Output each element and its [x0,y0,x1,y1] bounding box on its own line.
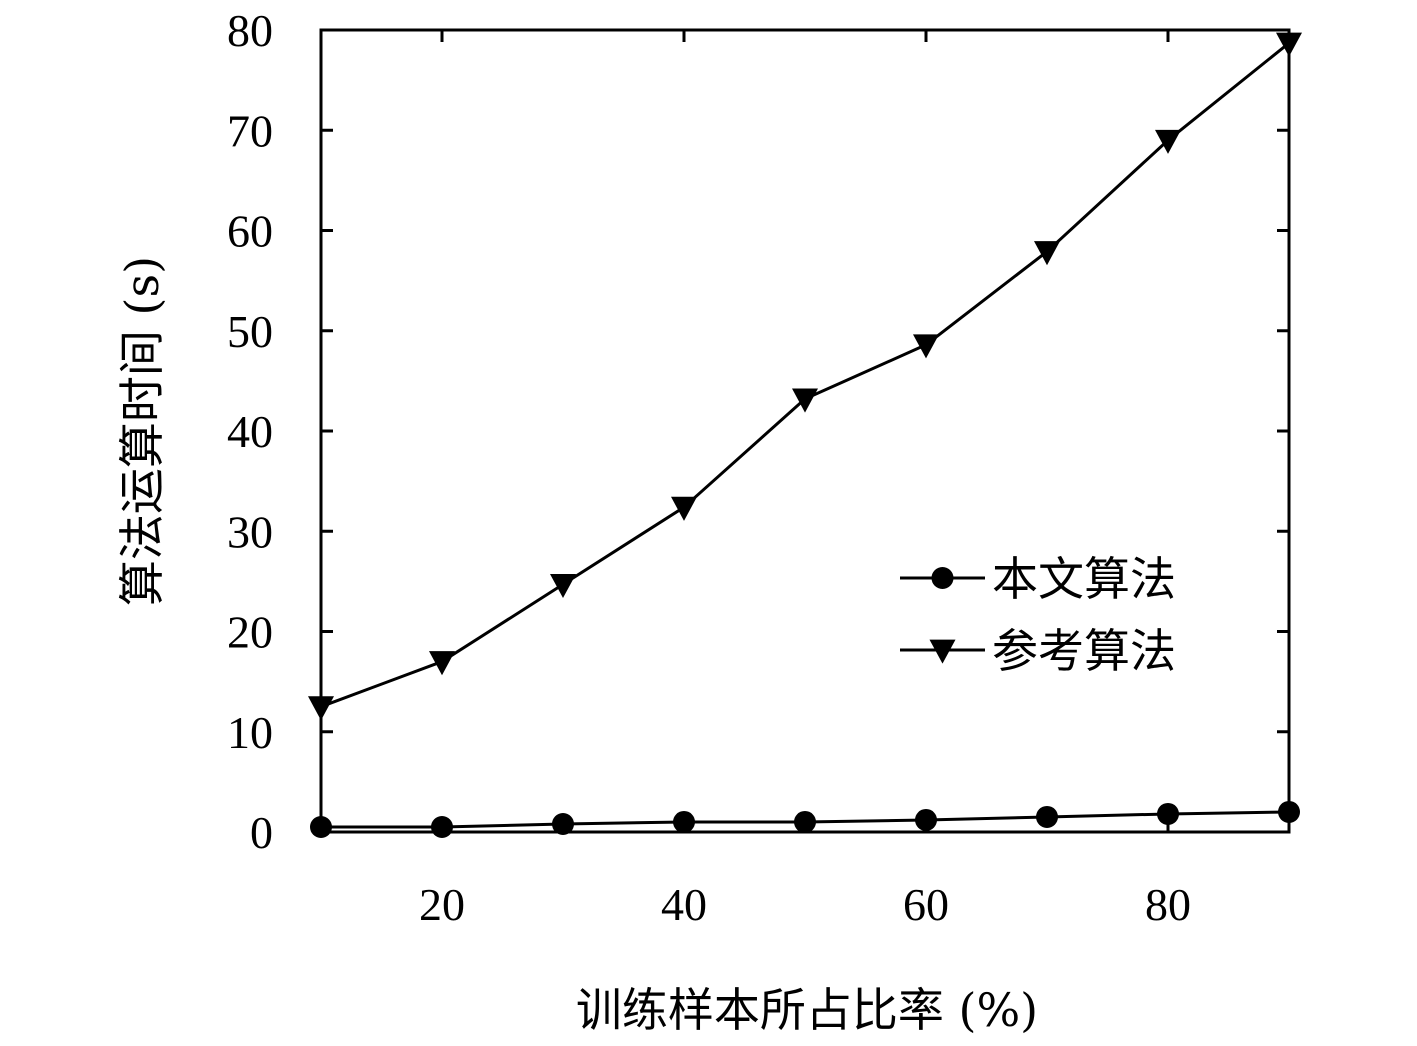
legend-label-2: 参考算法 [992,624,1176,678]
data-point-series-1 [794,810,816,833]
data-point-series-2 [308,696,334,721]
x-tick-label: 20 [419,879,465,930]
legend-label-1: 本文算法 [992,552,1176,606]
data-point-series-2 [1276,32,1302,57]
y-axis-title: 算法运算时间 (s) [115,256,169,606]
data-point-series-2 [429,651,455,676]
y-tick-label: 60 [227,206,273,257]
data-point-series-1 [1278,800,1300,823]
y-tick-label: 70 [227,105,273,156]
data-point-series-1 [915,808,937,831]
x-axis-title: 训练样本所占比率 (%) [576,983,1038,1037]
data-point-series-2 [671,496,697,521]
data-point-series-2 [913,334,939,359]
data-point-series-1 [1157,802,1179,825]
y-tick-label: 0 [250,807,273,858]
x-tick-label: 60 [903,879,949,930]
y-tick-label: 20 [227,607,273,658]
data-point-series-1 [552,812,574,835]
y-tick-label: 40 [227,406,273,457]
y-tick-label: 80 [227,5,273,56]
y-tick-label: 10 [227,707,273,758]
data-point-series-1 [431,815,453,838]
series-group [308,32,1302,838]
data-point-series-2 [1034,241,1060,266]
legend-marker-2 [929,639,956,664]
data-point-series-2 [792,388,818,413]
y-tick-label: 30 [227,506,273,557]
x-tick-label: 40 [661,879,707,930]
legend-marker-1 [931,567,954,589]
data-point-series-1 [673,810,695,833]
data-point-series-2 [550,573,576,599]
ticks-group: 0 10 20 30 40 50 60 70 80 20 40 60 80 [227,5,1289,930]
y-tick-label: 50 [227,306,273,357]
data-point-series-1 [1036,805,1058,828]
data-point-series-1 [310,815,332,838]
x-tick-label: 80 [1145,879,1191,930]
data-point-series-2 [1155,129,1181,154]
